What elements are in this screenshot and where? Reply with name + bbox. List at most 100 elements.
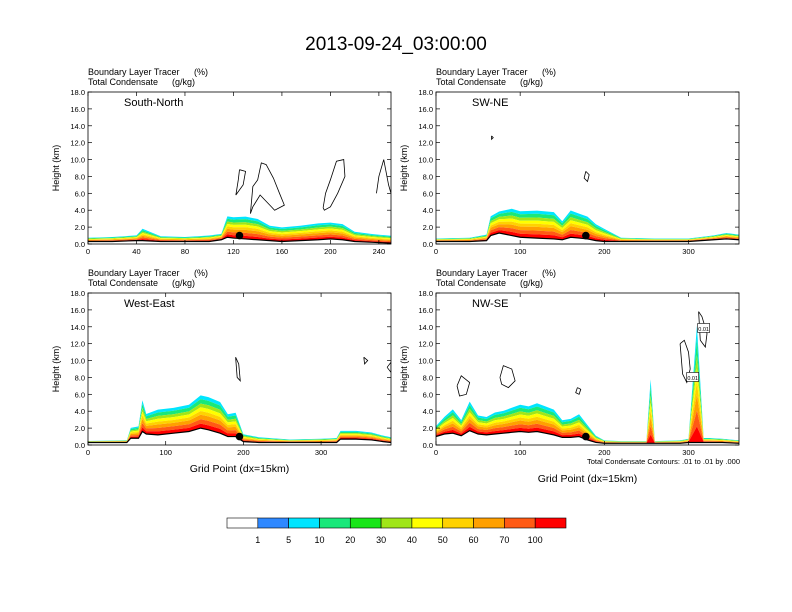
- contour-label-box: [686, 372, 700, 382]
- panel-west-east: Boundary Layer Tracer (%) Total Condensate…: [51, 268, 392, 475]
- panel-header-tracer-unit: (%): [194, 67, 208, 77]
- x-tick-label: 100: [514, 247, 527, 256]
- x-tick-label: 200: [598, 448, 611, 457]
- y-tick-label: 14.0: [70, 323, 85, 332]
- colorbar-label: 50: [438, 535, 448, 545]
- tracer-band-2: [436, 211, 739, 240]
- y-tick-label: 0.0: [423, 240, 433, 249]
- y-tick-label: 12.0: [418, 340, 433, 349]
- x-tick-label: 160: [276, 247, 289, 256]
- x-tick-label: 300: [315, 448, 328, 457]
- cloud-contour: [235, 169, 247, 196]
- cloud-contour: [250, 162, 285, 214]
- figure-title: 2013-09-24_03:00:00: [305, 34, 487, 55]
- x-tick-label: 0: [434, 247, 438, 256]
- tracer-band-3: [436, 215, 739, 240]
- panel-header-tracer-unit: (%): [542, 268, 556, 278]
- x-tick-label: 300: [682, 448, 695, 457]
- panel-header-condensate-unit: (g/kg): [172, 77, 195, 87]
- y-tick-label: 10.0: [418, 357, 433, 366]
- y-tick-label: 12.0: [70, 340, 85, 349]
- contour-note: Total Condensate Contours: .01 to .01 by…: [587, 457, 740, 466]
- tracer-fill: [436, 135, 739, 243]
- y-tick-label: 4.0: [423, 407, 433, 416]
- x-tick-label: 0: [434, 448, 438, 457]
- cloud-contour: [363, 356, 369, 365]
- colorbar-label: 100: [528, 535, 543, 545]
- panel-header-condensate: Total Condensate: [88, 278, 158, 288]
- contour-label-box: [697, 323, 710, 333]
- cloud-contour: [322, 159, 346, 211]
- panel-title: South-North: [124, 97, 183, 109]
- tracer-band-4: [88, 224, 391, 240]
- colorbar-label: 60: [469, 535, 479, 545]
- plot-frame: [435, 292, 740, 446]
- y-tick-label: 16.0: [70, 306, 85, 315]
- cloud-contour: [456, 375, 471, 397]
- colorbar-swatch: [349, 517, 382, 529]
- colorbar-swatch: [380, 517, 413, 529]
- y-tick-label: 14.0: [418, 122, 433, 131]
- y-tick-label: 2.0: [75, 223, 85, 232]
- location-marker: [582, 432, 590, 441]
- y-tick-label: 2.0: [423, 424, 433, 433]
- y-tick-label: 2.0: [75, 424, 85, 433]
- y-tick-label: 14.0: [70, 122, 85, 131]
- panel-header-condensate: Total Condensate: [88, 77, 158, 87]
- cloud-contour: [491, 135, 494, 141]
- tracer-band-8: [436, 230, 739, 242]
- y-axis-label: Height (km): [399, 145, 409, 192]
- x-tick-label: 240: [373, 247, 386, 256]
- panel-sw-ne: Boundary Layer Tracer (%) Total Condensate…: [399, 67, 740, 256]
- tracer-band-6: [88, 414, 391, 443]
- x-axis-label: Grid Point (dx=15km): [190, 463, 290, 475]
- y-tick-label: 18.0: [418, 88, 433, 97]
- tracer-band-5: [436, 221, 739, 241]
- panel-header-condensate-unit: (g/kg): [520, 77, 543, 87]
- tracer-fill: [88, 159, 391, 244]
- y-tick-label: 0.0: [75, 240, 85, 249]
- colorbar-swatch: [504, 517, 536, 529]
- y-tick-label: 18.0: [418, 289, 433, 298]
- panel-header-tracer-unit: (%): [194, 268, 208, 278]
- cloud-contour: [575, 387, 582, 395]
- y-tick-label: 16.0: [418, 306, 433, 315]
- y-tick-label: 2.0: [423, 223, 433, 232]
- panel-header-tracer-unit: (%): [542, 67, 556, 77]
- cloud-contour: [583, 171, 590, 183]
- panel-header-condensate-unit: (g/kg): [172, 278, 195, 288]
- y-tick-label: 10.0: [70, 156, 85, 165]
- x-tick-label: 100: [514, 448, 527, 457]
- cloud-contour: [679, 339, 691, 384]
- colorbar-swatch: [534, 517, 567, 529]
- y-tick-label: 12.0: [70, 139, 85, 148]
- y-tick-label: 16.0: [70, 105, 85, 114]
- y-tick-label: 0.0: [75, 441, 85, 450]
- plot-frame: [435, 91, 740, 245]
- tracer-fill: [88, 356, 391, 444]
- colorbar-label: 1: [255, 535, 260, 545]
- y-tick-label: 8.0: [75, 172, 85, 181]
- y-tick-label: 18.0: [70, 289, 85, 298]
- tracer-band-6: [88, 228, 391, 242]
- panel-title: West-East: [124, 298, 175, 310]
- x-tick-label: 80: [181, 247, 189, 256]
- y-tick-label: 18.0: [70, 88, 85, 97]
- terrain-line: [436, 232, 739, 243]
- x-tick-label: 0: [86, 448, 90, 457]
- y-tick-label: 16.0: [418, 105, 433, 114]
- panel-title: SW-NE: [472, 97, 508, 109]
- x-tick-label: 200: [324, 247, 337, 256]
- x-tick-label: 300: [682, 247, 695, 256]
- panel-header-condensate: Total Condensate: [436, 77, 506, 87]
- y-tick-label: 6.0: [423, 390, 433, 399]
- plot-frame: [87, 91, 392, 245]
- x-tick-label: 40: [132, 247, 140, 256]
- y-tick-label: 14.0: [418, 323, 433, 332]
- y-axis-label: Height (km): [51, 346, 61, 393]
- contour-label: 0.01: [698, 327, 709, 333]
- colorbar-swatch: [257, 517, 289, 529]
- cloud-contour: [376, 159, 391, 194]
- location-marker: [582, 231, 590, 240]
